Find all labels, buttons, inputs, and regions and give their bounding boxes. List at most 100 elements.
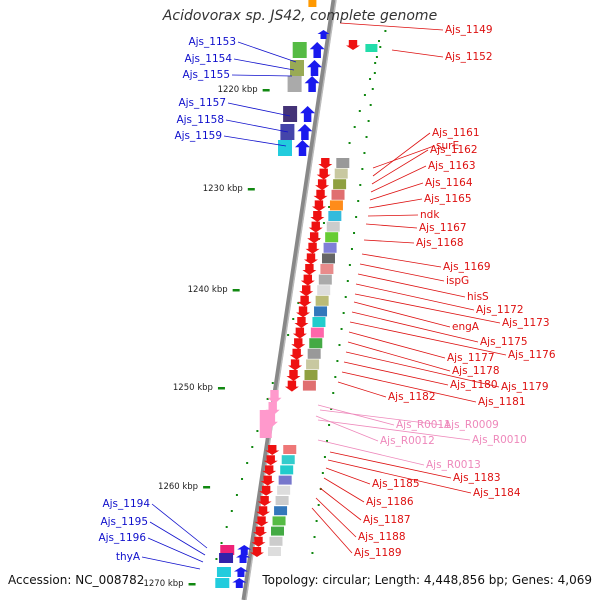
guide-dot [322,222,325,224]
label-leader-line [367,214,419,217]
label-leader-line [371,149,429,185]
reverse-gene-arrow [297,295,312,307]
guide-dot [326,440,328,442]
guide-dot [336,360,339,362]
guide-dot [256,430,259,432]
kbp-tick-mark [203,486,211,489]
gene-box [334,168,348,179]
gene-box [328,211,342,221]
guide-dot [348,142,351,144]
kbp-label: 1220 kbp [218,85,258,95]
gene-label: Ajs_1196 [98,532,146,544]
gene-box [267,547,281,556]
gene-label: Ajs_1158 [176,114,224,126]
label-leader-line [317,439,425,466]
reverse-gene-arrow [284,380,299,392]
gene-box [275,496,289,505]
reverse-gene-arrow [257,496,272,506]
guide-dot [353,126,356,128]
gene-label: Ajs_1157 [178,97,226,109]
guide-dot [220,542,223,544]
gene-box [277,485,291,495]
reverse-gene-arrow [263,455,278,466]
gene-box [274,506,288,516]
reverse-gene-arrow [300,274,315,286]
guide-dot [350,248,353,250]
label-leader-line [368,198,423,209]
label-leader-line [349,321,507,356]
guide-dot [355,216,358,218]
label-leader-line [351,311,479,343]
reverse-gene-arrow [313,189,328,201]
gene-label: Ajs_1162 [430,144,478,156]
label-leader-line [353,301,451,328]
reverse-gene-arrow [307,232,322,244]
label-leader-line [361,253,442,268]
gene-label: Ajs_1159 [174,130,222,142]
label-leader-line [357,273,466,298]
guide-dot [328,206,331,208]
gene-label: Ajs_1179 [501,381,549,393]
reverse-gene-arrow [265,445,280,455]
gene-label: Ajs_1161 [432,127,480,139]
forward-gene-arrow [232,578,247,588]
guide-dot [379,46,382,48]
label-leader-line [354,293,501,324]
gene-label: Ajs_1149 [445,24,493,36]
forward-gene-arrow [297,124,313,140]
guide-dot [363,152,366,154]
guide-dot [369,104,372,106]
reverse-gene-arrow [288,359,303,371]
guide-dot [334,376,337,378]
forward-gene-arrow [295,140,310,156]
gene-label: Ajs_1164 [425,177,473,189]
gene-label: Ajs_1194 [102,498,150,510]
gene-box [329,200,343,211]
reverse-gene-arrow [292,327,307,339]
label-leader-line [345,351,500,388]
gene-box [304,370,318,380]
reverse-gene-arrow [308,221,323,233]
guide-dot [378,40,380,42]
label-leader-line [339,22,444,31]
gene-box [271,526,285,536]
gene-box [283,445,297,454]
gene-label: Ajs_1180 [450,379,498,391]
guide-dot [340,328,343,330]
gene-box [333,179,347,190]
label-leader-line [319,487,362,521]
guide-dot [230,510,233,512]
kbp-tick-mark [217,387,225,390]
guide-dot [330,408,333,410]
gene-label: Ajs_1183 [453,472,501,484]
gene-label: Ajs_1189 [354,547,402,559]
topology-text: Topology: circular; Length: 4,448,856 bp… [262,573,592,587]
gene-box [307,348,321,359]
gene-box [309,338,323,349]
rna-gene-label: Ajs_R0009 [444,419,499,431]
label-leader-line [149,521,206,556]
guide-dot [251,446,254,448]
gene-box [283,106,298,122]
forward-gene-arrow [317,30,330,39]
rna-gene-label: Ajs_R0013 [426,459,481,471]
gene-label: ndk [420,209,440,221]
label-leader-line [317,419,471,441]
gene-label: thyA [116,551,141,563]
guide-dot [311,552,314,554]
reverse-gene-arrow [249,547,264,557]
gene-box [318,274,332,285]
label-leader-line [372,132,431,177]
guide-dot [246,462,249,464]
guide-dot [292,318,295,320]
label-leader-line [372,145,435,169]
guide-dot [317,504,320,506]
label-leader-line [369,182,424,201]
gene-label: Ajs_1169 [443,261,491,273]
label-leader-line [337,381,387,398]
label-leader-line [227,102,291,117]
reverse-gene-arrow [260,475,275,486]
guide-dot [374,62,377,64]
reverse-gene-arrow [315,179,330,191]
